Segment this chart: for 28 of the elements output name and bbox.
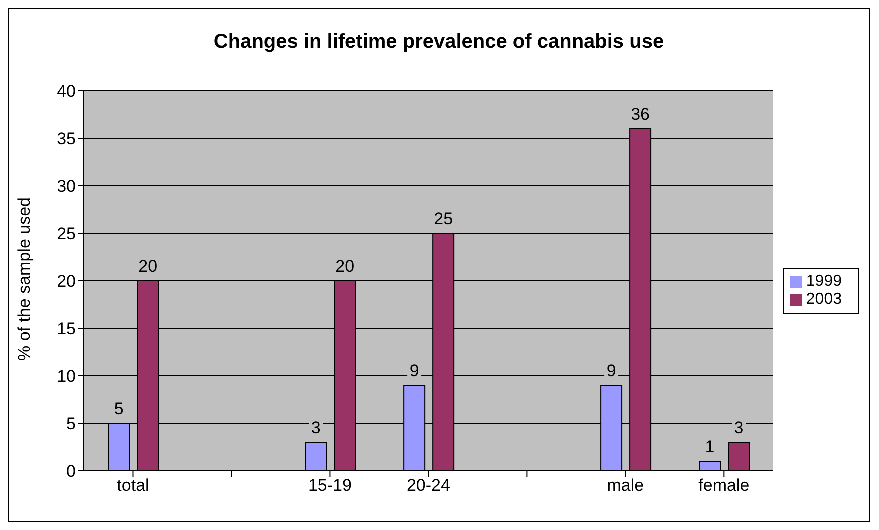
data-label: 20 [336,257,355,276]
data-label: 36 [631,105,650,124]
data-label: 25 [434,210,454,228]
x-tick-label: male [607,476,644,496]
x-tick-label: female [698,476,750,496]
y-tick-label: 15 [57,320,76,339]
y-tick-label: 5 [66,414,76,434]
data-label: 9 [410,362,420,380]
y-tick-label: 30 [57,177,76,196]
y-tick-label: 25 [57,224,76,244]
data-label: 9 [606,362,616,380]
x-tick-label: 20-24 [406,476,450,496]
y-axis-title: % of the sample used [15,198,34,361]
data-label: 1 [705,438,715,456]
y-tick-label: 0 [66,462,76,482]
y-tick-label: 20 [57,272,76,292]
chart-title: Changes in lifetime prevalence of cannabis use [212,30,666,55]
data-label: 5 [114,400,124,418]
legend-label: 1999 [806,273,842,290]
data-label: 3 [734,418,744,438]
y-tick-label: 35 [57,130,76,149]
legend-label: 2003 [806,291,842,308]
y-tick-label: 40 [57,82,76,102]
data-label: 20 [138,257,158,276]
x-tick-label: total [117,476,150,496]
data-label: 3 [311,418,321,438]
x-tick-label: 15-19 [308,476,352,496]
y-tick-label: 10 [57,367,76,386]
